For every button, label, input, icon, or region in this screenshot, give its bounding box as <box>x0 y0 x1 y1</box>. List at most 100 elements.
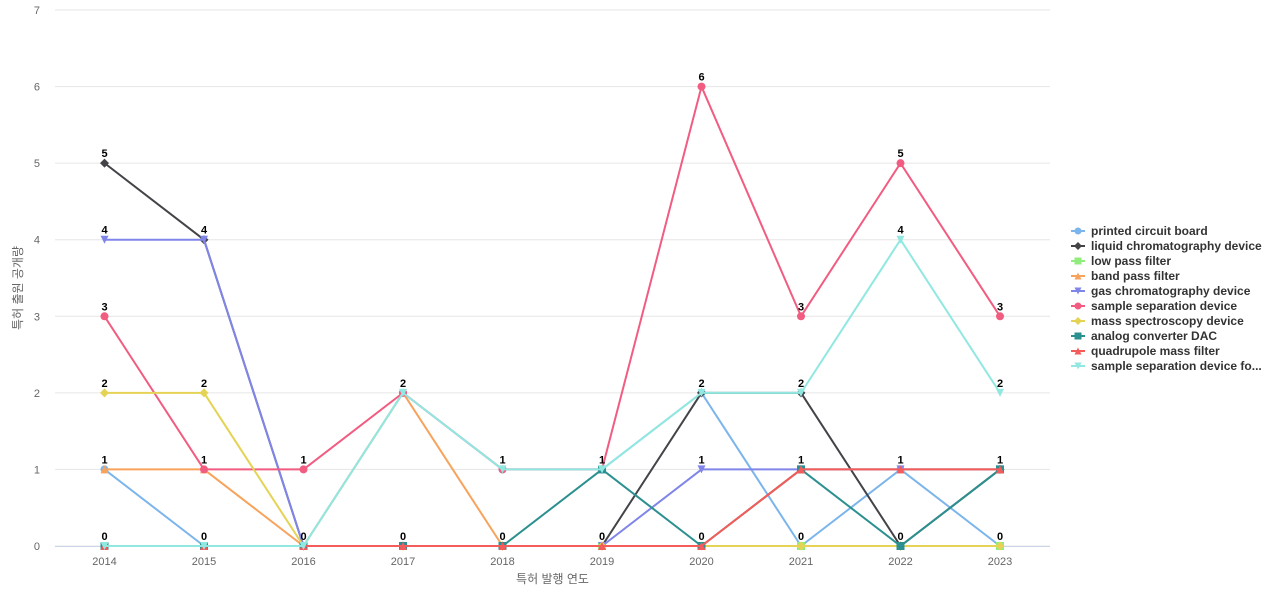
x-tick-label: 2023 <box>988 556 1012 568</box>
legend-marker-icon[interactable] <box>1074 227 1082 235</box>
data-label: 0 <box>101 531 107 543</box>
data-label: 3 <box>997 301 1003 313</box>
data-point[interactable] <box>697 542 706 550</box>
y-tick-label: 1 <box>34 464 40 476</box>
data-point[interactable] <box>697 388 706 397</box>
legend-marker-icon[interactable] <box>1074 347 1082 355</box>
data-point[interactable] <box>100 465 109 474</box>
data-label: 1 <box>599 454 605 466</box>
data-label: 0 <box>798 531 804 543</box>
data-point[interactable] <box>598 465 606 474</box>
data-label: 1 <box>101 454 107 466</box>
data-point[interactable] <box>200 465 208 474</box>
series-7 <box>100 465 1004 550</box>
series-line[interactable] <box>103 85 1001 471</box>
data-point[interactable] <box>896 465 905 474</box>
legend-marker-icon[interactable] <box>1074 242 1082 250</box>
legend-marker-icon[interactable] <box>1074 287 1082 295</box>
data-point[interactable] <box>996 465 1004 474</box>
data-label: 1 <box>499 454 505 466</box>
legend-label: liquid chromatography device <box>1091 239 1262 253</box>
data-point[interactable] <box>200 235 208 244</box>
data-point[interactable] <box>100 235 109 244</box>
data-point[interactable] <box>399 542 407 550</box>
data-label: 2 <box>400 378 406 390</box>
data-point[interactable] <box>399 388 407 397</box>
legend-item[interactable]: mass spectroscopy device <box>1071 314 1244 328</box>
legend-marker-icon[interactable] <box>1074 272 1082 280</box>
data-point[interactable] <box>199 388 209 398</box>
legend-label: mass spectroscopy device <box>1091 314 1244 328</box>
data-label: 1 <box>300 454 306 466</box>
data-label: 1 <box>798 454 804 466</box>
data-label: 6 <box>698 72 704 84</box>
data-point[interactable] <box>697 465 706 474</box>
legend-item[interactable]: liquid chromatography device <box>1071 239 1262 253</box>
data-point[interactable] <box>797 388 805 397</box>
x-tick-label: 2022 <box>888 556 912 568</box>
x-tick-label: 2018 <box>490 556 514 568</box>
x-tick-label: 2019 <box>590 556 614 568</box>
legend-item[interactable]: analog converter DAC <box>1071 329 1217 343</box>
data-point[interactable] <box>498 465 507 474</box>
data-point[interactable] <box>896 542 905 550</box>
data-point[interactable] <box>100 312 109 321</box>
legend-item[interactable]: sample separation device fo... <box>1071 359 1262 373</box>
data-label: 5 <box>101 148 107 160</box>
data-label: 0 <box>599 531 605 543</box>
series-line[interactable] <box>103 468 1001 547</box>
data-point[interactable] <box>498 542 507 550</box>
data-point[interactable] <box>100 388 109 398</box>
data-point[interactable] <box>598 542 606 550</box>
legend-item[interactable]: gas chromatography device <box>1071 284 1251 298</box>
legend-item[interactable]: low pass filter <box>1071 254 1171 268</box>
data-point[interactable] <box>896 235 905 244</box>
legend-label: low pass filter <box>1091 254 1171 268</box>
data-label: 1 <box>698 454 704 466</box>
legend-label: sample separation device <box>1091 299 1237 313</box>
y-tick-label: 4 <box>34 235 40 247</box>
data-point[interactable] <box>100 542 109 550</box>
legend-item[interactable]: printed circuit board <box>1071 224 1208 238</box>
data-point[interactable] <box>896 159 905 168</box>
data-point[interactable] <box>200 542 208 550</box>
legend-label: sample separation device fo... <box>1091 359 1262 373</box>
data-label: 0 <box>897 531 903 543</box>
x-axis: 2014 2015 2016 2017 2018 2019 2020 2021 2022 2023 <box>92 556 1012 568</box>
series-line[interactable] <box>103 238 1001 547</box>
data-label: 0 <box>201 531 207 543</box>
y-tick-label: 0 <box>34 541 40 553</box>
series-9 <box>100 235 1004 550</box>
data-point[interactable] <box>996 388 1004 397</box>
data-point[interactable] <box>100 158 109 168</box>
data-point[interactable] <box>995 541 1005 551</box>
data-label: 4 <box>201 225 208 237</box>
series-1 <box>100 158 1005 551</box>
legend-marker-icon[interactable] <box>1074 317 1082 325</box>
legend-item[interactable]: band pass filter <box>1071 269 1180 283</box>
data-point[interactable] <box>797 465 805 474</box>
legend-label: quadrupole mass filter <box>1091 344 1220 358</box>
data-label: 0 <box>698 531 704 543</box>
legend-item[interactable]: quadrupole mass filter <box>1071 344 1220 358</box>
data-point[interactable] <box>996 312 1004 321</box>
data-point[interactable] <box>796 541 806 551</box>
legend-marker-icon[interactable] <box>1074 257 1082 265</box>
data-point[interactable] <box>697 82 706 91</box>
data-point[interactable] <box>797 312 805 321</box>
legend-label: printed circuit board <box>1091 224 1208 238</box>
legend-marker-icon[interactable] <box>1074 302 1082 310</box>
x-tick-label: 2021 <box>789 556 813 568</box>
legend-item[interactable]: sample separation device <box>1071 299 1237 313</box>
data-label: 4 <box>897 225 904 237</box>
data-label: 1 <box>201 454 207 466</box>
legend-marker-icon[interactable] <box>1074 362 1082 370</box>
data-point[interactable] <box>299 465 308 474</box>
legend-marker-icon[interactable] <box>1074 332 1082 340</box>
data-point[interactable] <box>299 542 308 550</box>
data-label: 0 <box>499 531 505 543</box>
series-line[interactable] <box>103 162 1001 547</box>
